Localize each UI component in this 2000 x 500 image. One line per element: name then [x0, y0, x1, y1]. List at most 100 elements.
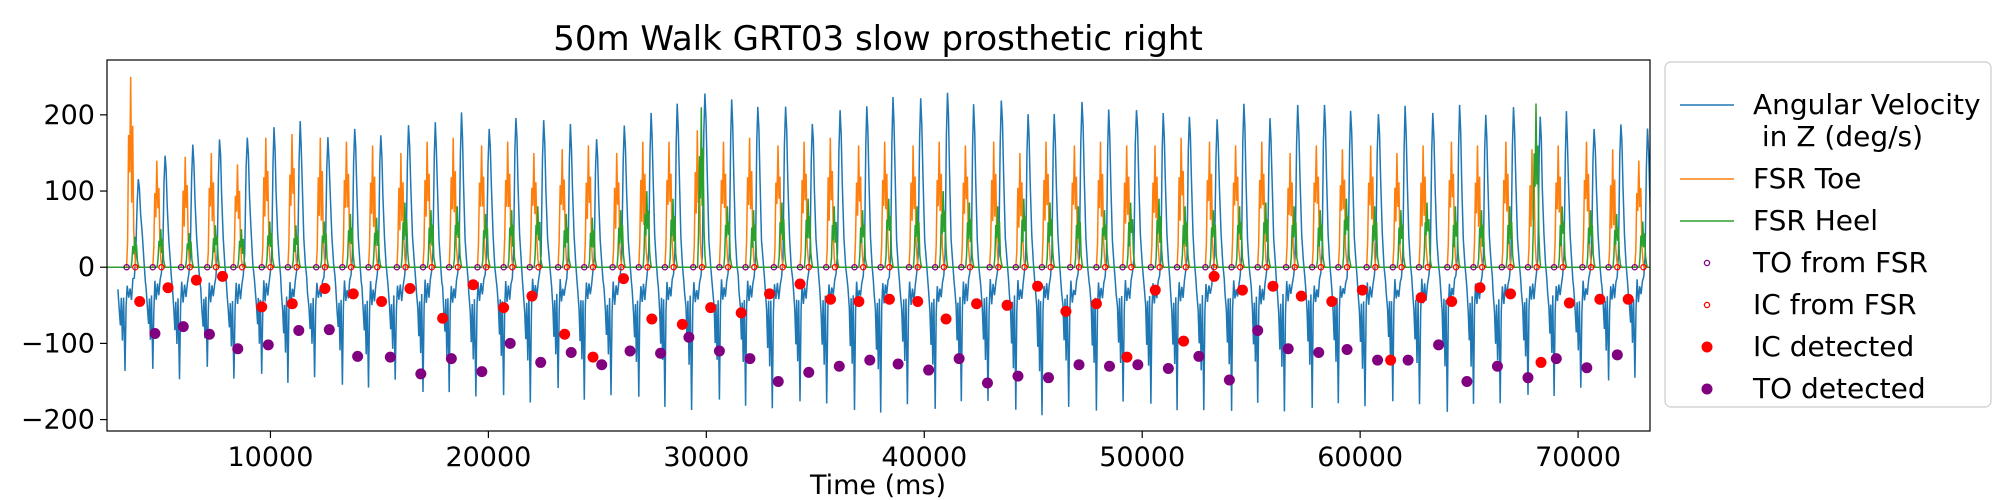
to-from-fsr-marker	[204, 263, 211, 271]
to-detected-marker	[1581, 362, 1593, 374]
to-from-fsr-marker	[1202, 263, 1209, 271]
to-detected-marker	[923, 364, 935, 376]
to-detected-marker	[1193, 350, 1205, 362]
to-from-fsr-marker	[284, 263, 292, 271]
to-detected-marker	[262, 339, 274, 351]
ic-from-fsr-marker	[1291, 263, 1299, 271]
ic-detected-marker	[1032, 280, 1044, 292]
ic-from-fsr-marker	[1210, 263, 1218, 271]
to-detected-marker	[177, 321, 189, 333]
ic-detected-marker	[618, 273, 630, 285]
plot-area	[106, 59, 1651, 432]
to-from-fsr-marker	[554, 263, 562, 271]
to-detected-marker	[596, 359, 608, 371]
to-detected-marker	[803, 366, 815, 378]
to-detected-marker	[203, 328, 215, 340]
to-from-fsr-marker	[1308, 263, 1316, 271]
ic-detected-marker	[1090, 298, 1102, 310]
to-from-fsr-marker	[177, 263, 185, 271]
to-detected-marker	[1162, 363, 1174, 375]
ic-detected-marker	[1446, 295, 1458, 307]
ic-detected-marker	[1474, 282, 1486, 294]
ic-from-fsr-marker	[805, 263, 813, 271]
to-detected-marker	[1550, 353, 1562, 365]
to-from-fsr-marker	[500, 263, 507, 271]
ic-detected-marker	[1563, 297, 1575, 309]
ic-from-fsr-marker	[618, 263, 625, 271]
to-from-fsr-marker	[149, 263, 157, 271]
to-detected-marker	[744, 353, 756, 365]
ic-detected-marker	[467, 279, 479, 291]
ic-detected-marker	[1060, 305, 1072, 317]
ic-detected-marker	[1208, 270, 1220, 282]
ic_detected-legend-label: IC detected	[1753, 330, 1914, 363]
ic-from-fsr-marker	[886, 263, 893, 271]
to-from-fsr-marker	[1444, 263, 1451, 271]
to_detected-legend-swatch	[1701, 383, 1713, 395]
ic-from-fsr-marker	[428, 263, 435, 271]
ic-detected-marker	[162, 282, 174, 294]
to-detected-marker	[864, 354, 876, 366]
ic-from-fsr-marker	[1128, 263, 1135, 271]
to-detected-marker	[1611, 349, 1623, 361]
ic-from-fsr-marker	[1587, 263, 1595, 271]
x-axis: 10000 20000 30000 40000 50000 60000 70000	[228, 431, 1621, 473]
to-detected-marker	[953, 353, 965, 365]
to-from-fsr-marker	[1147, 263, 1155, 271]
to-from-fsr-marker	[742, 263, 749, 271]
to-from-fsr-marker	[796, 263, 804, 271]
ic-detected-marker	[646, 313, 658, 325]
ic-detected-marker	[1535, 356, 1547, 368]
ic-from-fsr-marker	[1533, 263, 1540, 271]
ic-detected-marker	[912, 295, 924, 307]
ic-detected-marker	[940, 313, 952, 325]
to-from-fsr-marker	[1524, 263, 1532, 271]
ic-from-fsr-marker	[914, 263, 921, 271]
ic-from-fsr-marker	[1372, 263, 1379, 271]
ic-detected-marker	[319, 283, 331, 295]
ic-from-fsr-marker	[321, 263, 329, 271]
ic-from-fsr-marker	[779, 263, 786, 271]
to_detected-legend-label: TO detected	[1752, 372, 1926, 405]
ic-from-fsr-marker	[1101, 263, 1109, 271]
to-from-fsr-marker	[1389, 263, 1397, 271]
ic-detected-marker	[134, 295, 146, 307]
to-detected-marker	[1132, 359, 1144, 371]
plot-frame	[106, 59, 1651, 432]
ic-from-fsr-marker	[644, 263, 651, 271]
gyro-legend-label: Angular Velocity in Z (deg/s)	[1753, 88, 1981, 153]
ic-from-fsr-marker	[482, 263, 490, 271]
ic-from-fsr-marker	[940, 263, 948, 271]
ic-from-fsr-marker	[212, 263, 220, 271]
ic-from-fsr-marker	[751, 263, 758, 271]
to_fsr-legend-swatch	[1703, 259, 1711, 267]
to-from-fsr-marker	[1228, 263, 1235, 271]
to-from-fsr-marker	[877, 263, 884, 271]
ic-detected-marker	[764, 288, 776, 300]
ic-from-fsr-marker	[1156, 263, 1163, 271]
to-from-fsr-marker	[661, 263, 669, 271]
ic-detected-marker	[883, 293, 895, 305]
ic-from-fsr-marker	[1182, 263, 1190, 271]
legend-box	[1664, 61, 1992, 408]
to-detected-marker	[1341, 343, 1353, 355]
to-detected-marker	[476, 366, 488, 378]
ic-from-fsr-marker	[966, 263, 974, 271]
ic-detected-marker	[1121, 351, 1133, 363]
ic-detected-marker	[1505, 288, 1517, 300]
ic-from-fsr-marker	[1614, 263, 1621, 271]
to-detected-marker	[323, 324, 335, 336]
x-tick-label: 60000	[1317, 442, 1403, 473]
ic-detected-marker	[587, 351, 599, 363]
to-from-fsr-marker	[230, 263, 237, 271]
to-from-fsr-marker	[474, 263, 481, 271]
to-from-fsr-marker	[445, 263, 453, 271]
ic-detected-marker	[347, 288, 359, 300]
ic-from-fsr-marker	[698, 263, 706, 271]
fsr-heel-line	[107, 103, 1650, 268]
ic-detected-marker	[1415, 292, 1427, 304]
to-from-fsr-marker	[609, 263, 616, 271]
ic_fsr-legend-label: IC from FSR	[1753, 288, 1917, 321]
ic-from-fsr-marker	[1317, 263, 1325, 271]
to-detected-marker	[713, 345, 725, 357]
